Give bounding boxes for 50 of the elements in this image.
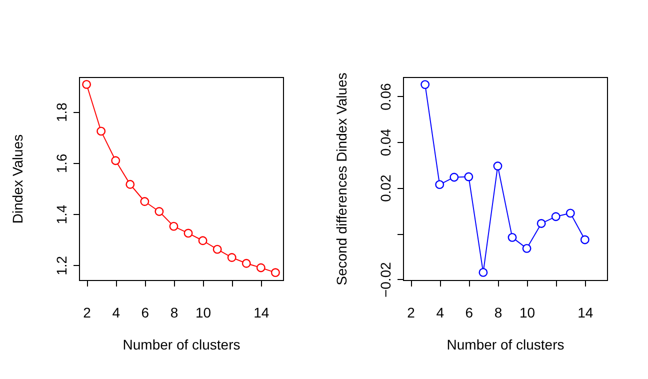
- x-tick-label: 14: [254, 304, 270, 320]
- x-tick-label: 2: [83, 304, 92, 320]
- y-tick-label: 1.2: [54, 256, 70, 276]
- y-tick-label: −0.02: [378, 262, 394, 298]
- x-tick-label: 6: [141, 304, 150, 320]
- point: [536, 219, 546, 228]
- point: [551, 212, 560, 222]
- y-tick-label: 0.04: [378, 128, 394, 156]
- point: [242, 258, 251, 268]
- x-tick-label: 2: [407, 304, 416, 320]
- point: [96, 126, 106, 136]
- point: [256, 263, 266, 272]
- point: [140, 197, 150, 206]
- y-tick-label: 1.8: [54, 102, 70, 122]
- x-tick-label: 8: [494, 304, 502, 320]
- y-tick-label: 1.4: [54, 204, 70, 224]
- x-tick-label: 10: [520, 304, 536, 320]
- y-axis-title: Dindex Values: [10, 134, 26, 224]
- point: [522, 244, 532, 253]
- x-tick-label: 10: [196, 304, 212, 320]
- y-tick-label: 0.06: [378, 82, 394, 110]
- point: [227, 253, 236, 262]
- point: [450, 172, 459, 182]
- y-tick-label: 1.6: [54, 153, 70, 174]
- point: [478, 268, 488, 277]
- point: [212, 244, 222, 254]
- point: [126, 180, 135, 189]
- x-tick-label: 4: [112, 304, 120, 320]
- point: [154, 207, 164, 216]
- point: [420, 80, 430, 90]
- x-axis-title: Number of clusters: [122, 336, 240, 352]
- point: [82, 80, 92, 89]
- x-tick-label: 4: [436, 304, 444, 320]
- point: [111, 156, 120, 166]
- point: [435, 180, 444, 190]
- x-tick-label: 6: [465, 304, 474, 320]
- point: [169, 222, 178, 231]
- point: [508, 232, 517, 242]
- point: [198, 236, 208, 246]
- x-tick-label: 8: [170, 304, 178, 320]
- point: [580, 235, 590, 244]
- y-tick-label: 0.02: [378, 174, 394, 202]
- point: [184, 228, 193, 238]
- point: [464, 172, 474, 182]
- point: [270, 268, 280, 278]
- y-axis-title: Second differences Dindex Values: [334, 72, 350, 286]
- point: [566, 208, 575, 218]
- point: [493, 162, 502, 170]
- x-tick-label: 14: [578, 304, 594, 320]
- x-axis-title: Number of clusters: [446, 336, 564, 352]
